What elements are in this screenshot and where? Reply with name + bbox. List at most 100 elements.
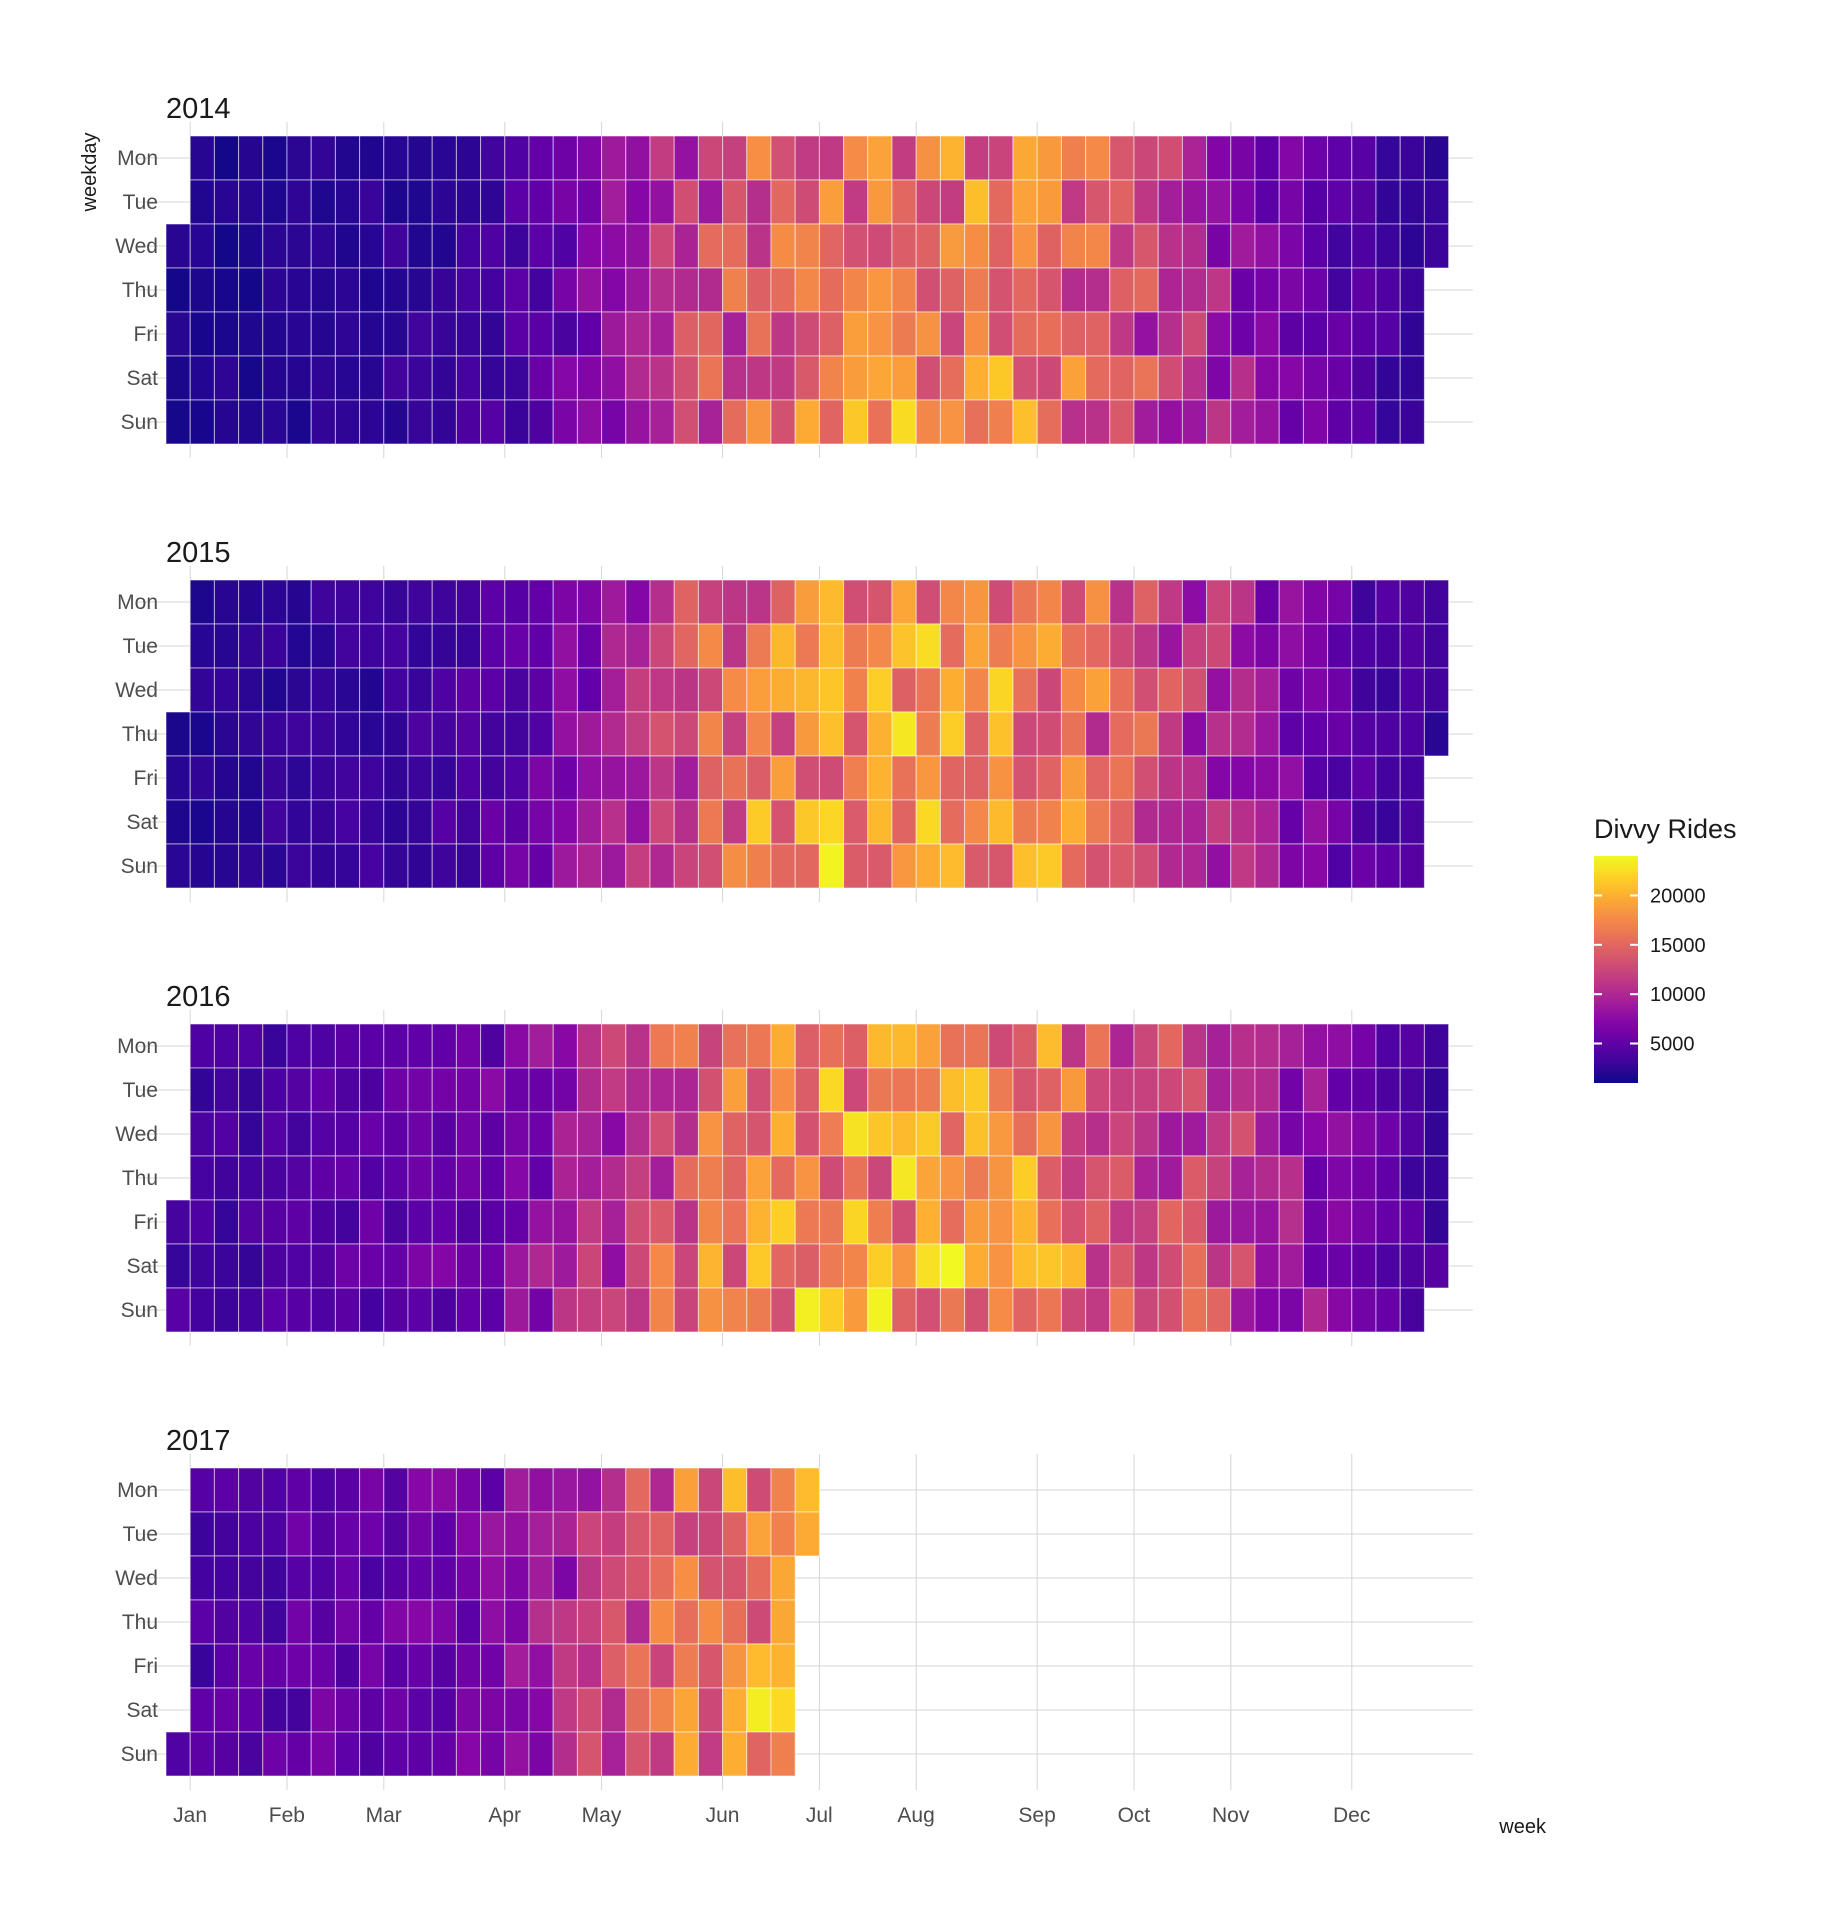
day-cell <box>334 135 361 181</box>
day-cell <box>722 179 748 225</box>
day-cell <box>213 667 240 713</box>
day-cell <box>552 135 578 181</box>
day-cell <box>625 135 651 181</box>
day-cell <box>697 623 724 669</box>
day-cell <box>359 667 385 713</box>
day-cell <box>649 135 675 181</box>
day-cell <box>189 843 215 889</box>
day-cell <box>1206 1111 1232 1157</box>
day-cell <box>673 623 699 669</box>
day-cell <box>407 1555 433 1601</box>
day-cell <box>238 1599 264 1645</box>
day-cell <box>576 267 603 313</box>
day-cell <box>1278 1155 1304 1201</box>
day-cell <box>1060 135 1087 181</box>
day-cell <box>1230 267 1256 313</box>
day-cell <box>262 1687 288 1733</box>
day-cell <box>722 1511 748 1557</box>
day-cell <box>1133 1199 1159 1245</box>
day-cell <box>213 1155 240 1201</box>
day-cell <box>915 1155 941 1201</box>
day-cell <box>722 355 748 401</box>
day-cell <box>1351 799 1377 845</box>
day-cell <box>286 1155 312 1201</box>
day-cell <box>746 1687 772 1733</box>
day-cell <box>964 179 990 225</box>
day-cell <box>939 267 966 313</box>
day-cell <box>238 623 264 669</box>
day-cell <box>818 799 845 845</box>
day-cell <box>649 179 675 225</box>
day-cell <box>383 579 409 625</box>
day-cell <box>1133 1111 1159 1157</box>
day-cell <box>1060 1067 1087 1113</box>
day-cell <box>310 1687 336 1733</box>
day-cell <box>1181 355 1208 401</box>
day-cell <box>1012 311 1038 357</box>
day-cell <box>383 1155 409 1201</box>
day-cell <box>1254 355 1280 401</box>
day-cell <box>1399 1199 1425 1245</box>
day-cell <box>722 1199 748 1245</box>
day-cell <box>649 1111 675 1157</box>
day-cell <box>359 1555 385 1601</box>
day-cell <box>649 755 675 801</box>
day-cell <box>1060 843 1087 889</box>
day-cell <box>1399 223 1425 269</box>
day-cell <box>238 1511 264 1557</box>
day-cell <box>1254 799 1280 845</box>
day-cell <box>673 1023 699 1069</box>
day-cell <box>1302 1067 1329 1113</box>
day-cell <box>576 623 603 669</box>
day-cell <box>359 1287 385 1333</box>
day-cell <box>1133 1067 1159 1113</box>
day-cell <box>504 223 530 269</box>
day-cell <box>1036 179 1062 225</box>
day-cell <box>213 1599 240 1645</box>
day-cell <box>238 223 264 269</box>
weekday-label: Tue <box>123 1079 158 1102</box>
day-cell <box>625 1023 651 1069</box>
day-cell <box>383 399 409 445</box>
day-cell <box>383 755 409 801</box>
day-cell <box>1230 135 1256 181</box>
day-cell <box>625 1731 651 1777</box>
day-cell <box>359 1599 385 1645</box>
day-cell <box>867 1287 893 1333</box>
day-cell <box>1133 623 1159 669</box>
day-cell <box>697 1199 724 1245</box>
day-cell <box>552 1643 578 1689</box>
day-cell <box>649 1467 675 1513</box>
day-cell <box>649 843 675 889</box>
day-cell <box>1085 179 1111 225</box>
day-cell <box>1351 1287 1377 1333</box>
day-cell <box>334 223 361 269</box>
day-cell <box>625 1599 651 1645</box>
day-cell <box>1012 1199 1038 1245</box>
day-cell <box>964 267 990 313</box>
day-cell <box>601 1731 627 1777</box>
day-cell <box>601 1511 627 1557</box>
day-cell <box>1327 1155 1353 1201</box>
day-cell <box>988 267 1014 313</box>
day-cell <box>528 1555 554 1601</box>
day-cell <box>286 1555 312 1601</box>
day-cell <box>1302 755 1329 801</box>
day-cell <box>722 1111 748 1157</box>
day-cell <box>964 1067 990 1113</box>
weekday-label: Sat <box>126 1255 158 1278</box>
day-cell <box>1060 667 1087 713</box>
day-cell <box>1181 135 1208 181</box>
day-cell <box>480 355 506 401</box>
day-cell <box>552 755 578 801</box>
day-cell <box>1351 1111 1377 1157</box>
day-cell <box>794 1111 820 1157</box>
day-cell <box>528 1643 554 1689</box>
day-cell <box>649 1643 675 1689</box>
day-cell <box>770 399 796 445</box>
day-cell <box>1230 799 1256 845</box>
day-cell <box>673 1155 699 1201</box>
day-cell <box>1327 223 1353 269</box>
day-cell <box>625 755 651 801</box>
day-cell <box>576 843 603 889</box>
